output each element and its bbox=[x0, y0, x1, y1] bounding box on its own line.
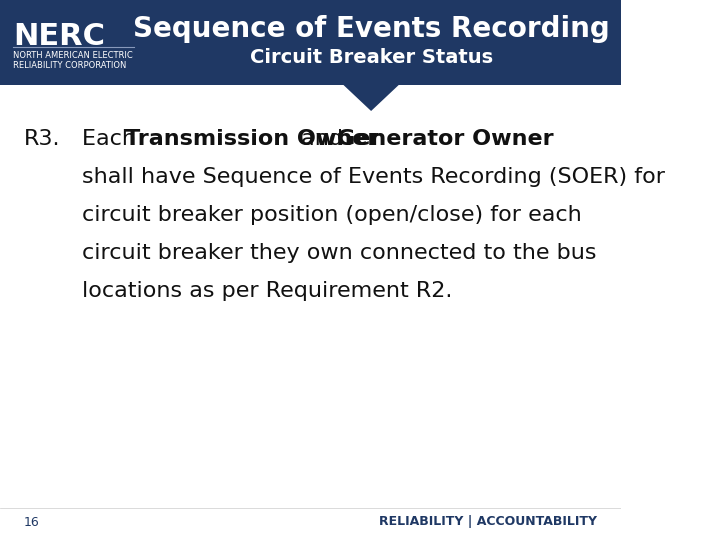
Text: Circuit Breaker Status: Circuit Breaker Status bbox=[250, 48, 492, 67]
Text: circuit breaker they own connected to the bus: circuit breaker they own connected to th… bbox=[82, 243, 596, 263]
FancyBboxPatch shape bbox=[0, 0, 621, 85]
Polygon shape bbox=[343, 85, 399, 111]
Text: 16: 16 bbox=[24, 516, 40, 529]
Text: Generator Owner: Generator Owner bbox=[337, 129, 553, 149]
Text: Each: Each bbox=[82, 129, 143, 149]
Text: and: and bbox=[294, 129, 350, 149]
Text: circuit breaker position (open/close) for each: circuit breaker position (open/close) fo… bbox=[82, 205, 582, 225]
Text: RELIABILITY | ACCOUNTABILITY: RELIABILITY | ACCOUNTABILITY bbox=[379, 516, 597, 529]
Text: locations as per Requirement R2.: locations as per Requirement R2. bbox=[82, 281, 452, 301]
Text: NERC: NERC bbox=[13, 22, 105, 51]
Text: Sequence of Events Recording: Sequence of Events Recording bbox=[132, 15, 609, 43]
Text: NORTH AMERICAN ELECTRIC: NORTH AMERICAN ELECTRIC bbox=[13, 51, 132, 60]
Text: RELIABILITY CORPORATION: RELIABILITY CORPORATION bbox=[13, 61, 126, 70]
Text: shall have Sequence of Events Recording (SOER) for: shall have Sequence of Events Recording … bbox=[82, 167, 665, 187]
Text: Transmission Owner: Transmission Owner bbox=[125, 129, 378, 149]
Text: R3.: R3. bbox=[24, 129, 60, 149]
